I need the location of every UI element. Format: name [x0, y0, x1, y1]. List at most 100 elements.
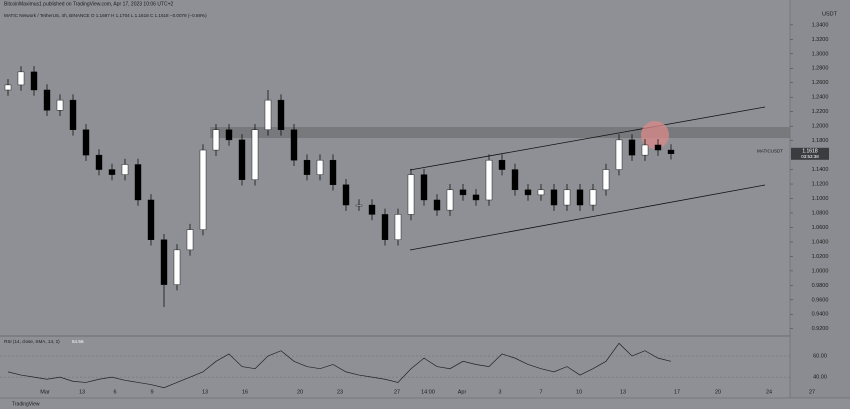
y-tick-label: 1.2000	[812, 124, 829, 130]
candle-body	[329, 159, 337, 185]
candle-body	[368, 204, 376, 215]
rsi-tick-label: 60.00	[813, 353, 827, 359]
candle-body	[550, 189, 558, 206]
x-tick-label: 24	[766, 389, 772, 395]
x-tick-label: 14:00	[421, 389, 435, 395]
candle-body	[134, 164, 142, 201]
candle-body	[56, 99, 64, 111]
candle-body	[238, 139, 246, 180]
candle-body	[264, 99, 272, 130]
x-tick-label: Mar	[40, 389, 50, 395]
price-label-box	[791, 147, 829, 160]
x-tick-label: Apr	[458, 389, 467, 395]
candle-body	[30, 71, 38, 91]
price-axis	[790, 0, 850, 398]
candle-body	[303, 159, 311, 175]
price-symbol: MATICUSDT	[757, 148, 783, 153]
rsi-line	[7, 342, 672, 389]
x-tick-label: 20	[297, 389, 303, 395]
candle-body	[628, 139, 636, 156]
x-tick-label: 17	[674, 389, 680, 395]
candle-body	[4, 84, 12, 91]
y-tick-label: 1.1400	[812, 167, 829, 173]
candle-body	[69, 99, 77, 130]
candle-body	[43, 89, 51, 111]
y-tick-label: 1.0800	[812, 210, 829, 216]
x-tick-label: 6	[113, 389, 116, 395]
candle-body	[459, 189, 467, 196]
candle-body	[420, 174, 428, 201]
y-tick-label: 1.1200	[812, 181, 829, 187]
y-tick-label: 1.2200	[812, 109, 829, 115]
candle-body	[82, 129, 90, 156]
y-tick-label: 0.9800	[812, 283, 829, 289]
candle-body	[342, 184, 350, 206]
candle-body	[537, 189, 545, 196]
highlight-circle	[641, 121, 669, 149]
x-tick-label: 27	[394, 389, 400, 395]
candle-body	[277, 99, 285, 130]
x-tick-label: 13	[202, 389, 208, 395]
y-tick-label: 1.1000	[812, 196, 829, 202]
candle-body	[485, 159, 493, 201]
channel-lower	[409, 184, 766, 251]
candle-body	[446, 189, 454, 211]
candle-body	[225, 129, 233, 141]
y-tick-label: 1.3200	[812, 37, 829, 43]
candle-body	[251, 129, 259, 180]
footer: TradingView	[12, 401, 40, 407]
x-tick-label: 13	[620, 389, 626, 395]
candle-body	[160, 239, 168, 285]
candle-body	[563, 189, 571, 206]
candle-body	[576, 189, 584, 206]
candle-body	[121, 164, 129, 175]
candle-body	[186, 229, 194, 251]
rsi-tick-label: 40.00	[813, 375, 827, 381]
x-tick-label: 27	[809, 389, 815, 395]
candle-body	[355, 204, 363, 207]
price-label: 1.1618	[802, 149, 818, 155]
candle-body	[589, 189, 597, 206]
rsi-current: 54.56	[72, 339, 84, 344]
y-tick-label: 1.0200	[812, 254, 829, 260]
channel-upper	[409, 106, 766, 171]
candle-body	[654, 144, 662, 151]
x-tick-label: 13	[79, 389, 85, 395]
x-tick-label: 16	[242, 389, 248, 395]
candle-body	[498, 159, 506, 170]
legend: MATIC Network / TetherUS, 4h, BINANCE O …	[4, 13, 207, 18]
candle-body	[95, 154, 103, 170]
y-tick-label: 1.0600	[812, 225, 829, 231]
candle-body	[173, 249, 181, 285]
candle-body	[615, 139, 623, 170]
candle-body	[433, 199, 441, 211]
rsi-legend: RSI (14, close, SMA, 14, 2)	[4, 339, 60, 344]
candle-body	[316, 159, 324, 175]
x-tick-label: 23	[337, 389, 343, 395]
candle-body	[212, 129, 220, 151]
y-tick-label: 1.3000	[812, 51, 829, 57]
candle-body	[524, 189, 532, 196]
y-tick-label: 1.3400	[812, 22, 829, 28]
y-tick-label: 1.2800	[812, 66, 829, 72]
candle-body	[511, 169, 519, 191]
header: BitcoinMaximus1 published on TradingView…	[4, 1, 174, 7]
y-tick-label: 0.9200	[812, 326, 829, 332]
candle-body	[108, 169, 116, 175]
y-tick-label: 1.1800	[812, 138, 829, 144]
candle-body	[667, 149, 675, 154]
candle-body	[602, 169, 610, 191]
x-tick-label: 7	[539, 389, 542, 395]
x-tick-label: 9	[150, 389, 153, 395]
x-tick-label: 3	[498, 389, 501, 395]
candle-body	[472, 194, 480, 201]
candle-body	[394, 214, 402, 240]
y-tick-label: 0.9400	[812, 312, 829, 318]
resistance-zone	[210, 127, 790, 138]
candle-body	[641, 144, 649, 156]
countdown: 03:53:38	[801, 154, 819, 159]
x-tick-label: 10	[576, 389, 582, 395]
candle-body	[199, 149, 207, 230]
